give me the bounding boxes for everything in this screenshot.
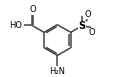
Text: O: O bbox=[85, 10, 91, 19]
Text: O: O bbox=[30, 5, 36, 14]
Text: O: O bbox=[88, 28, 95, 37]
Text: S: S bbox=[78, 21, 86, 31]
Text: HO: HO bbox=[9, 21, 22, 30]
Text: H₂N: H₂N bbox=[49, 67, 65, 76]
